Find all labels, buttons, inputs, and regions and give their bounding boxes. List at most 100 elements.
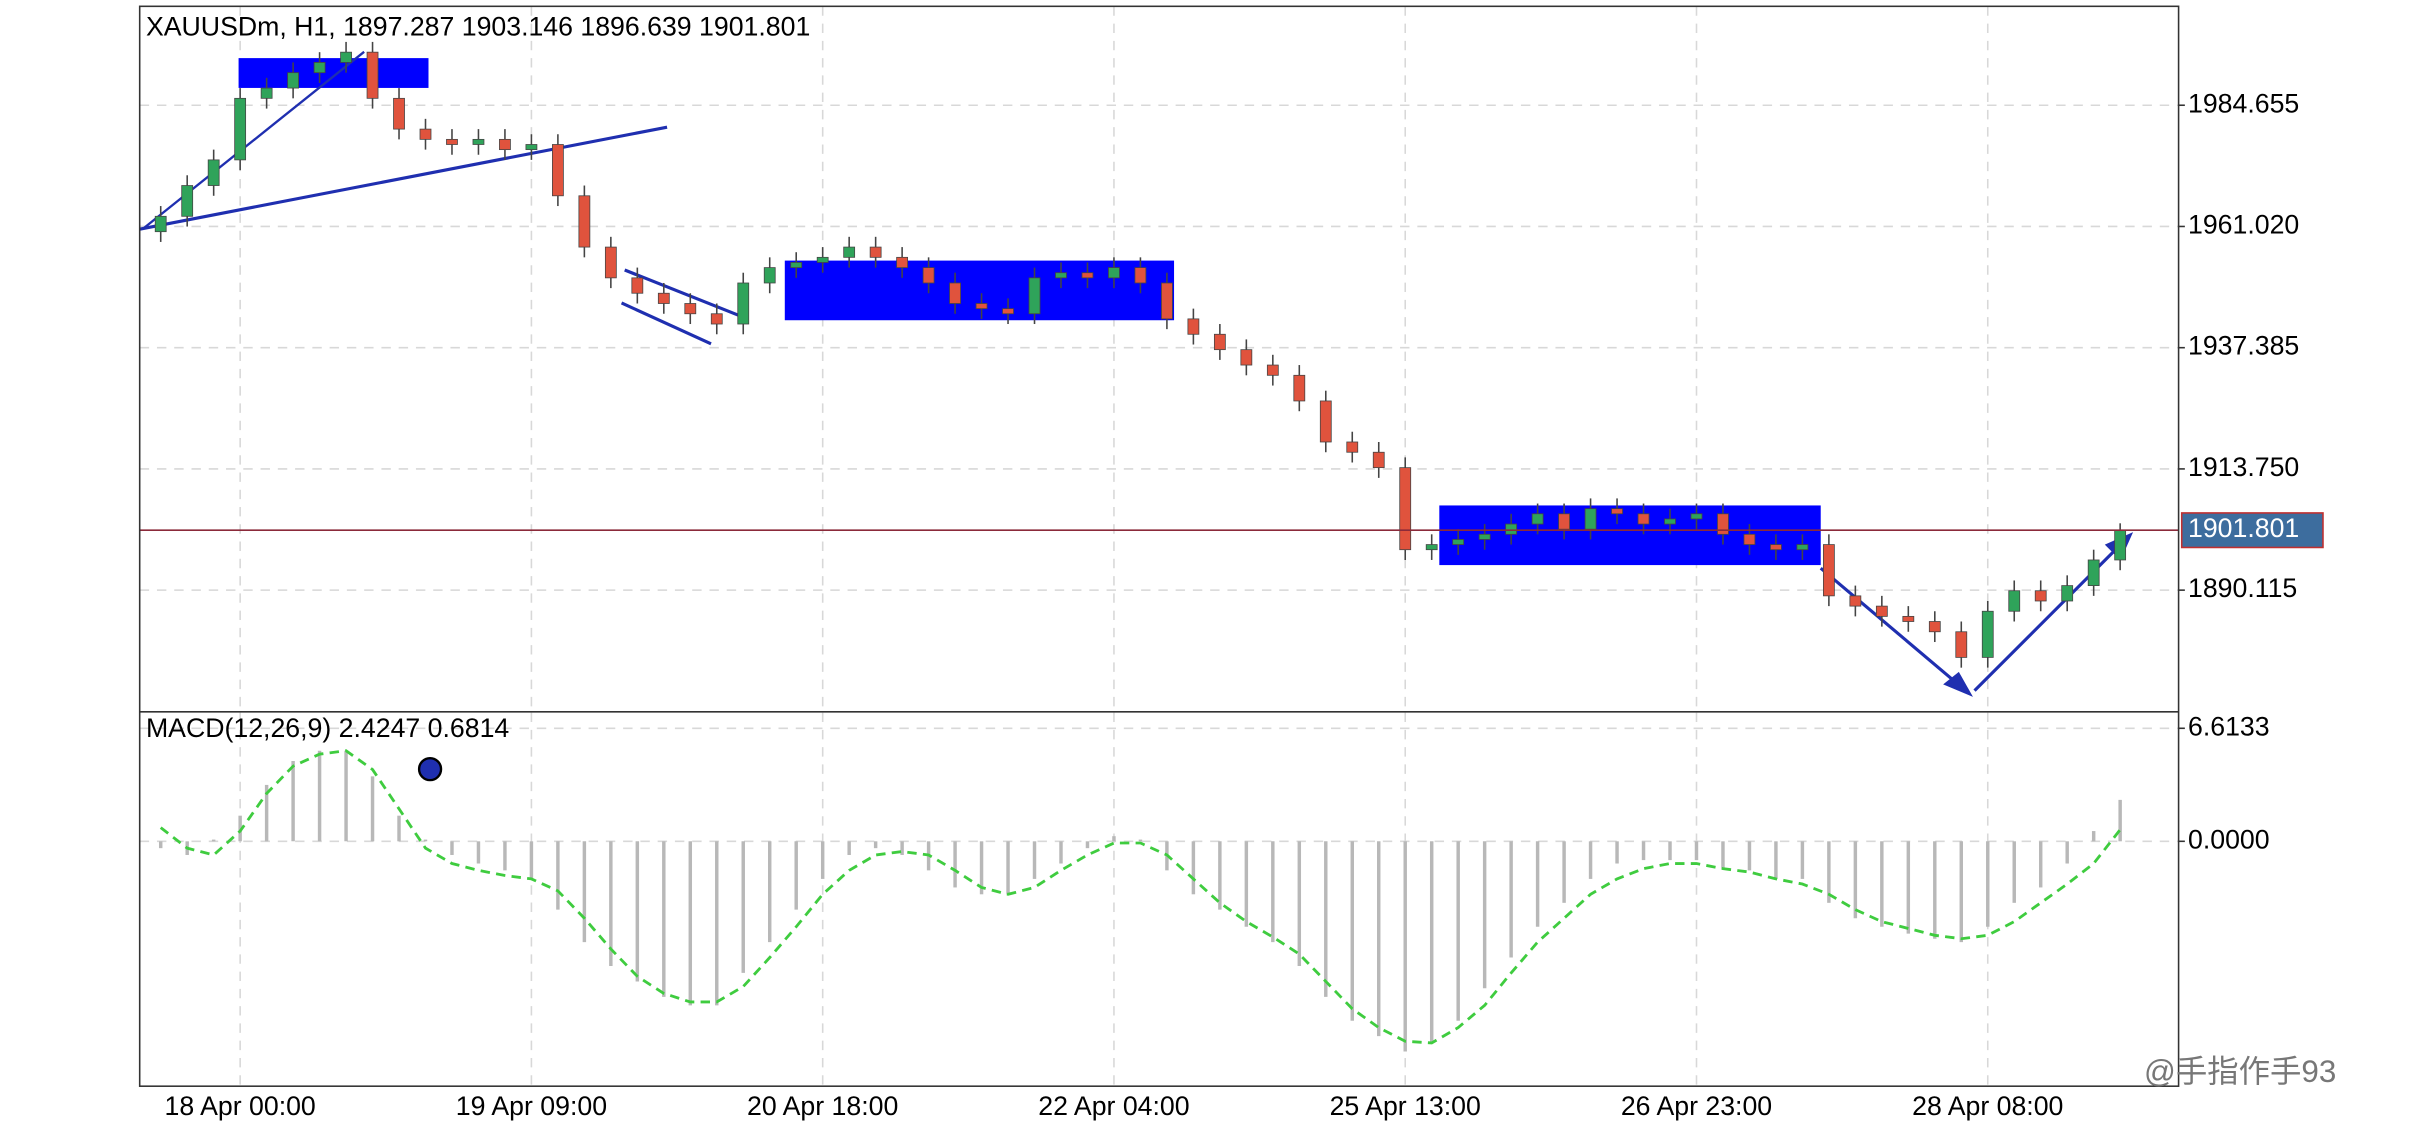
y-tick-label: 1961.020 <box>2188 210 2299 240</box>
candle-body <box>1928 621 1941 633</box>
candle-body <box>763 267 776 284</box>
y-tick-label: 6.6133 <box>2188 711 2270 741</box>
candle-body <box>2114 529 2127 561</box>
candle-body <box>472 138 485 145</box>
y-tick-label: 1913.750 <box>2188 452 2299 482</box>
candle-body <box>1425 544 1438 551</box>
zone <box>1439 505 1821 566</box>
chart-title: XAUUSDm, H1, 1897.287 1903.146 1896.639 … <box>146 11 810 41</box>
y-tick-label: 1937.385 <box>2188 331 2299 361</box>
candle-body <box>1637 513 1650 525</box>
candle-body <box>260 87 273 99</box>
candle-body <box>1346 441 1359 453</box>
candle-body <box>922 267 935 284</box>
candle-body <box>631 277 644 294</box>
y-tick-label: 1890.115 <box>2188 573 2297 603</box>
candle-body <box>393 97 405 130</box>
arrow-head <box>1943 671 1973 697</box>
candle-body <box>1690 513 1703 520</box>
trend-line <box>143 50 365 229</box>
candle-body <box>790 262 803 268</box>
arrow-line <box>1819 567 1963 689</box>
x-tick-label: 20 Apr 18:00 <box>747 1091 898 1121</box>
candle-body <box>2034 590 2047 602</box>
candle-body <box>1981 610 1994 658</box>
last-price-box <box>2180 512 2324 549</box>
drawn-objects <box>139 50 2134 782</box>
grid <box>139 6 2179 1087</box>
candle-body <box>552 144 564 197</box>
x-tick-label: 19 Apr 09:00 <box>456 1091 607 1121</box>
candle-body <box>1187 318 1200 335</box>
signal-line <box>159 749 2122 1045</box>
candle-body <box>366 51 379 99</box>
candle-body <box>2087 559 2100 586</box>
candle-body <box>1822 544 1835 597</box>
candle-body <box>1875 605 1888 617</box>
candle-body <box>1002 308 1014 315</box>
candle-body <box>816 256 829 263</box>
x-tick-label: 22 Apr 04:00 <box>1038 1091 1189 1121</box>
candle-body <box>313 62 326 74</box>
candle-body <box>1452 539 1465 545</box>
candle-body <box>1717 513 1729 535</box>
x-tick-label: 18 Apr 00:00 <box>165 1091 316 1121</box>
candle-body <box>2008 590 2021 612</box>
candle-body <box>1584 508 1597 530</box>
candle-body <box>737 282 750 325</box>
candle-body <box>1478 533 1491 540</box>
candle-body <box>207 159 220 186</box>
candle-body <box>1399 467 1412 551</box>
candle-body <box>710 313 723 325</box>
candle-body <box>1161 282 1173 320</box>
last-price-label: 1901.801 <box>2188 513 2299 543</box>
candle-body <box>1902 615 1915 622</box>
trend-line <box>139 125 668 231</box>
watermark: @手指作手93 <box>2144 1054 2336 1089</box>
candle-body <box>340 51 352 63</box>
candle-body <box>1664 518 1676 525</box>
candle-body <box>1743 533 1756 545</box>
candle-body <box>975 303 988 310</box>
indicator-title: MACD(12,26,9) 2.4247 0.6814 <box>146 713 509 743</box>
candle-body <box>1319 400 1332 443</box>
candle-body <box>499 138 511 151</box>
y-tick-label: 1984.655 <box>2188 88 2299 118</box>
candle-body <box>1770 544 1782 551</box>
x-tick-label: 26 Apr 23:00 <box>1621 1091 1772 1121</box>
candle-body <box>1055 272 1067 279</box>
candle-body <box>843 246 856 258</box>
frame <box>138 5 2180 1087</box>
zone <box>238 58 429 88</box>
candle-body <box>2061 585 2074 602</box>
y-tick-label: 0.0000 <box>2188 824 2270 854</box>
trend-line <box>620 301 712 346</box>
candle-body <box>234 97 247 161</box>
x-tick-label: 28 Apr 08:00 <box>1912 1091 2063 1121</box>
candle-body <box>869 246 882 258</box>
candle-body <box>287 72 299 89</box>
candle-body <box>1849 595 1862 607</box>
candle-body <box>657 292 670 304</box>
candle-body <box>525 144 538 151</box>
candle-body <box>578 195 591 248</box>
marker <box>417 756 443 782</box>
candle-body <box>1611 508 1623 515</box>
candle-body <box>181 185 194 217</box>
trend-line <box>624 268 748 321</box>
candle-body <box>949 282 961 304</box>
candle-body <box>1558 513 1570 530</box>
arrow-line <box>1973 542 2124 692</box>
candle-body <box>1240 349 1253 366</box>
candle-body <box>1028 277 1041 315</box>
candle-body <box>1213 333 1226 351</box>
candle-body <box>1372 451 1385 469</box>
candle-body <box>1134 267 1147 284</box>
candle-body <box>446 138 458 145</box>
candle-body <box>154 215 167 233</box>
candle-body <box>684 303 697 315</box>
marks <box>139 41 2179 1052</box>
candle-body <box>1081 272 1094 279</box>
candle-body <box>896 256 909 268</box>
